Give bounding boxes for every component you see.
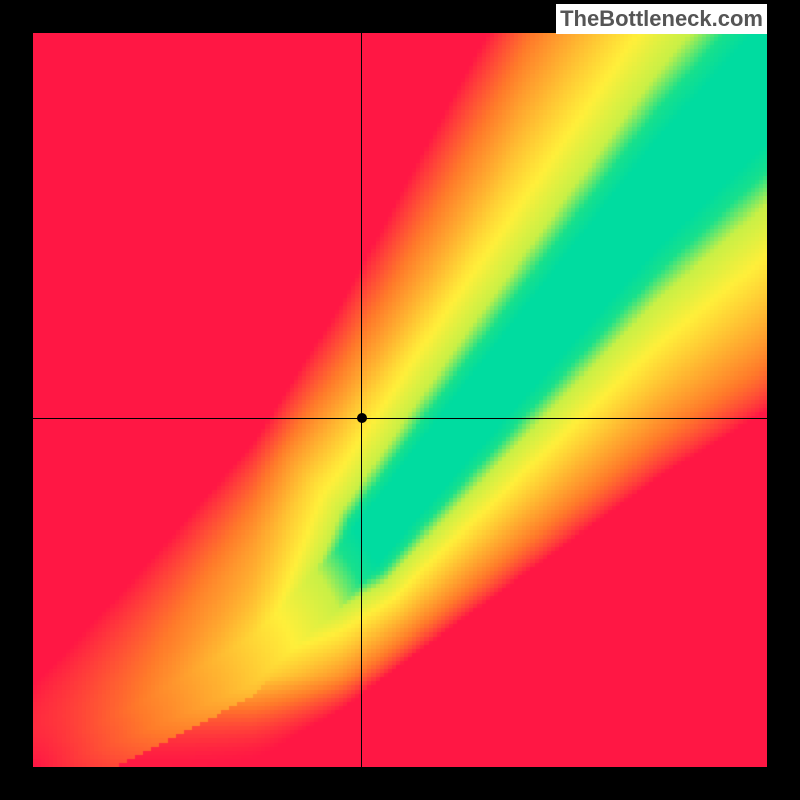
heatmap-canvas: [33, 33, 767, 767]
chart-container: TheBottleneck.com: [0, 0, 800, 800]
plot-frame: [33, 33, 767, 767]
crosshair-horizontal: [33, 418, 767, 419]
watermark-label: TheBottleneck.com: [556, 4, 767, 34]
crosshair-vertical: [361, 33, 362, 767]
